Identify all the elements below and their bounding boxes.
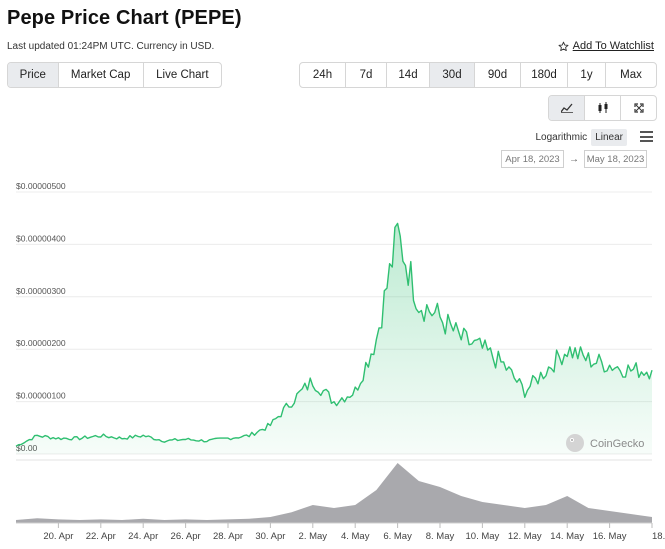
coingecko-watermark: CoinGecko	[566, 434, 644, 452]
x-tick-label: 10. May	[466, 531, 500, 542]
x-tick-label: 6. May	[383, 531, 412, 542]
star-icon	[558, 41, 569, 51]
expand-icon	[633, 103, 644, 113]
x-tick-label: 20. Apr	[43, 531, 73, 542]
range-30d[interactable]: 30d	[430, 63, 475, 87]
y-tick-label: $0.00000300	[16, 286, 66, 296]
x-tick-label: 12. May	[508, 531, 542, 542]
x-tick-label: 4. May	[341, 531, 370, 542]
x-tick-label: 18. ...	[652, 531, 665, 542]
tab-price[interactable]: Price	[8, 63, 59, 87]
y-tick-label: $0.00000200	[16, 338, 66, 348]
line-chart-icon	[560, 103, 573, 113]
page-title: Pepe Price Chart (PEPE)	[7, 7, 242, 29]
y-tick-label: $0.00000100	[16, 391, 66, 401]
add-to-watchlist-link[interactable]: Add To Watchlist	[558, 40, 654, 52]
chart-menu-icon[interactable]	[640, 131, 653, 142]
x-tick-label: 30. Apr	[255, 531, 285, 542]
x-tick-label: 8. May	[426, 531, 455, 542]
candlestick-button[interactable]	[585, 96, 621, 120]
x-tick-label: 28. Apr	[213, 531, 243, 542]
range-1y[interactable]: 1y	[568, 63, 606, 87]
x-axis: 20. Apr 22. Apr 24. Apr 26. Apr 28. Apr 30. A…	[43, 523, 665, 542]
date-from-input[interactable]: Apr 18, 2023	[501, 150, 564, 168]
watermark-text: CoinGecko	[590, 438, 644, 450]
x-tick-label: 22. Apr	[86, 531, 116, 542]
candlestick-icon	[598, 102, 607, 113]
y-axis-labels: $0.00$0.00000100$0.00000200$0.00000300$0…	[16, 181, 66, 453]
x-tick-label: 26. Apr	[171, 531, 201, 542]
date-range: Apr 18, 2023 → May 18, 2023	[501, 150, 647, 168]
range-7d[interactable]: 7d	[346, 63, 387, 87]
time-range-tabs: 24h 7d 14d 30d 90d 180d 1y Max	[299, 62, 657, 88]
price-chart[interactable]: $0.00$0.00000100$0.00000200$0.00000300$0…	[0, 175, 665, 549]
watchlist-label: Add To Watchlist	[572, 40, 654, 52]
x-tick-label: 24. Apr	[128, 531, 158, 542]
date-to-input[interactable]: May 18, 2023	[584, 150, 647, 168]
y-tick-label: $0.00000400	[16, 233, 66, 243]
range-24h[interactable]: 24h	[300, 63, 346, 87]
price-area	[16, 223, 652, 454]
date-range-arrow: →	[569, 153, 579, 165]
tab-live-chart[interactable]: Live Chart	[156, 69, 209, 81]
line-chart-button[interactable]	[549, 96, 585, 120]
range-max[interactable]: Max	[620, 69, 642, 81]
fullscreen-button[interactable]	[621, 96, 656, 120]
price-line	[15, 222, 653, 447]
x-tick-label: 2. May	[299, 531, 328, 542]
chart-type-tabs: Price Market Cap Live Chart	[7, 62, 222, 88]
range-180d[interactable]: 180d	[521, 63, 568, 87]
x-tick-label: 14. May	[550, 531, 584, 542]
volume-area	[16, 463, 652, 523]
scale-toggle: Logarithmic Linear	[531, 129, 627, 146]
last-updated-text: Last updated 01:24PM UTC. Currency in US…	[7, 41, 215, 52]
scale-logarithmic[interactable]: Logarithmic	[535, 132, 588, 143]
chart-style-toggle	[548, 95, 657, 121]
tab-market-cap[interactable]: Market Cap	[59, 63, 144, 87]
scale-linear[interactable]: Linear	[591, 129, 627, 146]
range-14d[interactable]: 14d	[387, 63, 430, 87]
x-tick-label: 16. May	[593, 531, 627, 542]
y-tick-label: $0.00000500	[16, 181, 66, 191]
range-90d[interactable]: 90d	[475, 63, 521, 87]
